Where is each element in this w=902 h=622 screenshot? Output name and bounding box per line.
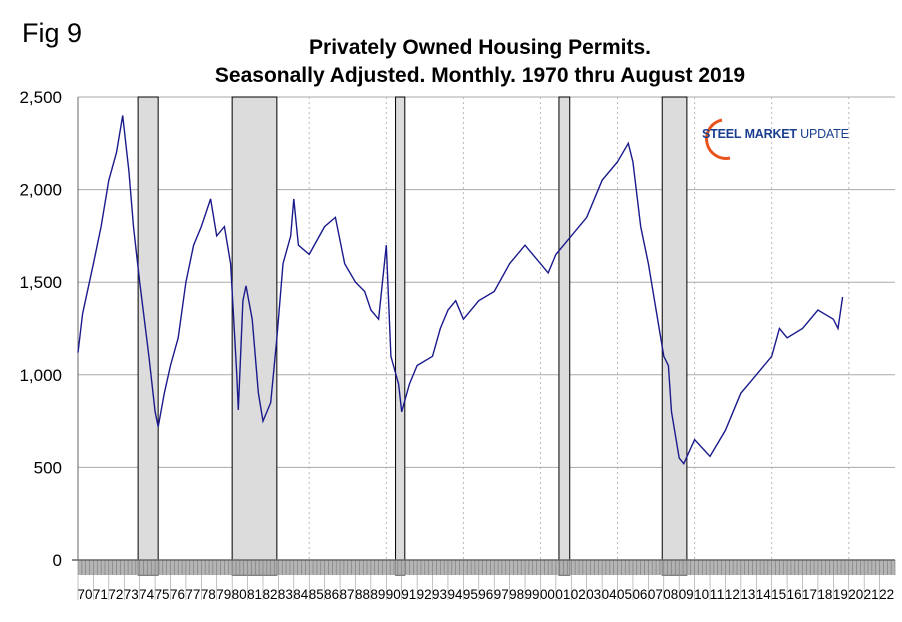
x-tick-label: 07 xyxy=(648,586,663,602)
steel-market-update-logo: STEEL MARKET UPDATE xyxy=(702,127,849,141)
x-tick-label: 91 xyxy=(401,586,416,602)
x-tick-label: 92 xyxy=(417,586,432,602)
x-tick-label: 83 xyxy=(278,586,293,602)
title-line: Privately Owned Housing Permits. xyxy=(309,36,651,59)
x-tick-label: 16 xyxy=(787,586,802,602)
logo-swoosh xyxy=(705,118,731,160)
x-tick-label: 70 xyxy=(78,586,93,602)
y-tick-label: 0 xyxy=(53,551,62,570)
x-tick-label: 10 xyxy=(694,586,709,602)
x-tick-label: 03 xyxy=(586,586,601,602)
x-tick-label: 75 xyxy=(155,586,170,602)
y-tick-label: 1,000 xyxy=(19,366,62,385)
x-tick-label: 05 xyxy=(617,586,632,602)
x-tick-label: 93 xyxy=(432,586,447,602)
x-tick-label: 90 xyxy=(386,586,401,602)
x-tick-label: 19 xyxy=(833,586,848,602)
x-tick-label: 12 xyxy=(725,586,740,602)
x-tick-label: 77 xyxy=(185,586,200,602)
x-tick-label: 08 xyxy=(663,586,678,602)
x-tick-label: 02 xyxy=(571,586,586,602)
x-tick-label: 84 xyxy=(293,586,308,602)
x-tick-label: 22 xyxy=(879,586,894,602)
x-tick-label: 01 xyxy=(555,586,570,602)
x-tick-label: 71 xyxy=(93,586,108,602)
x-tick-label: 97 xyxy=(494,586,509,602)
y-tick-label: 500 xyxy=(34,458,62,477)
recession-band xyxy=(137,96,159,576)
x-tick-label: 76 xyxy=(170,586,185,602)
y-tick-label: 2,500 xyxy=(19,88,62,107)
recession-band xyxy=(231,96,278,576)
x-tick-label: 95 xyxy=(463,586,478,602)
x-tick-label: 88 xyxy=(355,586,370,602)
x-tick-label: 09 xyxy=(679,586,694,602)
y-tick-label: 1,500 xyxy=(19,273,62,292)
x-tick-label: 00 xyxy=(540,586,555,602)
figure-label: Fig 9 xyxy=(22,18,83,48)
x-tick-label: 14 xyxy=(756,586,771,602)
x-tick-label: 73 xyxy=(124,586,139,602)
x-tick-label: 78 xyxy=(201,586,216,602)
x-tick-label: 21 xyxy=(864,586,879,602)
recession-band xyxy=(395,96,406,576)
x-tick-label: 20 xyxy=(848,586,863,602)
x-tick-label: 85 xyxy=(309,586,324,602)
chart-title: Privately Owned Housing Permits. Seasona… xyxy=(120,34,840,90)
y-tick-label: 2,000 xyxy=(19,181,62,200)
x-tick-label: 80 xyxy=(232,586,247,602)
x-tick-label: 96 xyxy=(478,586,493,602)
x-tick-label: 72 xyxy=(108,586,123,602)
recession-band xyxy=(558,96,571,576)
x-tick-label: 04 xyxy=(602,586,617,602)
x-tick-label: 13 xyxy=(740,586,755,602)
x-tick-label: 82 xyxy=(262,586,277,602)
x-tick-label: 11 xyxy=(710,586,725,602)
x-tick-label: 86 xyxy=(324,586,339,602)
x-tick-label: 94 xyxy=(447,586,462,602)
x-tick-label: 15 xyxy=(771,586,786,602)
x-tick-label: 99 xyxy=(525,586,540,602)
recession-band xyxy=(661,96,688,576)
x-tick-label: 74 xyxy=(139,586,154,602)
x-tick-label: 17 xyxy=(802,586,817,602)
x-tick-label: 87 xyxy=(340,586,355,602)
x-tick-label: 18 xyxy=(817,586,832,602)
permits-line xyxy=(77,115,844,466)
subtitle-line: Seasonally Adjusted. Monthly. 1970 thru … xyxy=(214,64,746,87)
x-tick-label: 79 xyxy=(216,586,231,602)
x-tick-label: 89 xyxy=(370,586,385,602)
x-tick-label: 81 xyxy=(247,586,262,602)
x-tick-label: 06 xyxy=(632,586,647,602)
x-tick-label: 98 xyxy=(509,586,524,602)
